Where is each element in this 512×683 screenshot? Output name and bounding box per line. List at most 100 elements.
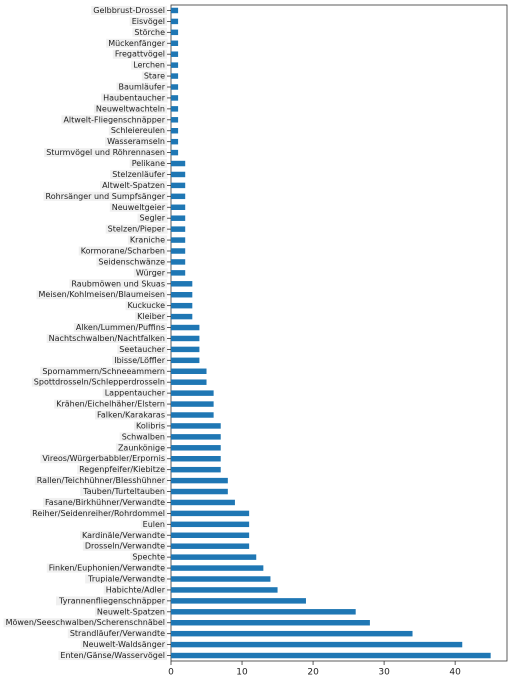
label-background xyxy=(129,16,167,26)
bar xyxy=(171,652,491,659)
y-tick-label: Baumläufer xyxy=(119,83,166,92)
y-tick-label: Tyrannenfliegenschnäpper xyxy=(58,596,166,605)
label-background xyxy=(115,443,168,453)
y-tick-label: Seetaucher xyxy=(119,345,165,354)
y-tick-label: Kormorane/Scharben xyxy=(81,247,165,256)
y-tick-label: Rohrsänger und Sumpfsänger xyxy=(46,192,166,201)
y-tick-label: Stelzen/Pieper xyxy=(108,225,166,234)
label-background xyxy=(56,596,168,606)
bar xyxy=(171,554,257,560)
label-background xyxy=(93,104,167,114)
y-tick-label: Stare xyxy=(144,72,165,81)
y-tick-label: Drosseln/Verwandte xyxy=(85,542,165,551)
y-tick-label: Lappentaucher xyxy=(105,389,166,398)
label-background xyxy=(100,180,167,190)
y-tick-label: Neuweltwachteln xyxy=(96,104,165,113)
bar xyxy=(171,543,250,549)
bar xyxy=(171,106,179,112)
bar xyxy=(171,270,186,276)
y-tick-label: Wasseramseln xyxy=(107,137,165,146)
label-background xyxy=(40,454,167,464)
y-tick-label: Kuckucke xyxy=(128,301,166,310)
x-tick-label: 30 xyxy=(378,668,390,678)
y-tick-label: Alken/Lummen/Puffins xyxy=(76,323,165,332)
label-background xyxy=(102,388,168,398)
bar xyxy=(171,7,179,14)
y-tick-label: Schwalben xyxy=(122,432,165,441)
bar xyxy=(171,346,200,353)
bar xyxy=(171,641,463,648)
label-background xyxy=(34,476,168,486)
bar xyxy=(171,587,278,593)
label-background xyxy=(101,93,168,103)
label-background xyxy=(110,169,168,179)
label-background xyxy=(105,137,167,147)
y-tick-label: Stelzenläufer xyxy=(112,170,165,179)
bar xyxy=(171,609,356,615)
bar xyxy=(171,466,221,473)
label-background xyxy=(61,115,168,125)
y-tick-label: Tauben/Turteltauben xyxy=(82,487,165,496)
y-tick-label: Altwelt-Spatzen xyxy=(102,181,165,190)
label-background xyxy=(40,366,167,376)
bar xyxy=(171,510,250,517)
x-tick-label: 20 xyxy=(307,668,319,678)
y-tick-label: Trupiale/Verwandte xyxy=(87,575,165,584)
y-tick-label: Eisvögel xyxy=(132,17,165,26)
label-background xyxy=(129,159,168,169)
label-background xyxy=(116,82,168,92)
label-background xyxy=(135,312,168,322)
bar xyxy=(171,598,306,604)
label-background xyxy=(91,5,167,15)
y-tick-label: Altwelt-Fliegenschnäpper xyxy=(63,115,165,124)
label-background xyxy=(36,290,167,300)
label-background xyxy=(96,257,168,267)
label-background xyxy=(137,213,168,223)
bar xyxy=(171,477,228,484)
y-tick-label: Sturmvögel und Röhrennasen xyxy=(46,148,165,157)
bar xyxy=(171,51,179,57)
label-background xyxy=(69,279,167,289)
bar xyxy=(171,149,179,156)
bar xyxy=(171,423,221,429)
label-background xyxy=(119,432,167,442)
y-tick-label: Kleiber xyxy=(137,312,166,321)
y-tick-label: Pelikane xyxy=(132,159,165,168)
bar xyxy=(171,412,214,418)
bar xyxy=(171,521,250,528)
y-tick-label: Habichte/Adler xyxy=(106,585,166,594)
label-background xyxy=(117,344,168,354)
y-tick-label: Meisen/Kohlmeisen/Blaumeisen xyxy=(38,290,165,299)
bar xyxy=(171,84,179,90)
label-background xyxy=(131,60,167,70)
y-tick-label: Krähen/Eichelhäher/Elstern xyxy=(56,400,165,409)
bar xyxy=(171,456,221,462)
y-tick-label: Spechte xyxy=(132,553,165,562)
bar xyxy=(171,565,264,571)
bar xyxy=(171,313,193,320)
label-background xyxy=(130,552,168,562)
bar xyxy=(171,160,186,167)
y-tick-label: Haubentaucher xyxy=(103,93,166,102)
label-background xyxy=(106,38,168,48)
bar xyxy=(171,259,186,265)
y-tick-label: Würger xyxy=(136,268,166,277)
bar xyxy=(171,292,193,298)
bar xyxy=(171,357,200,364)
y-tick-label: Eulen xyxy=(143,520,165,529)
label-background xyxy=(141,71,168,81)
bar xyxy=(171,335,200,342)
label-background xyxy=(134,421,167,431)
x-tick-label: 0 xyxy=(168,668,174,678)
y-tick-label: Neuweltgeier xyxy=(112,203,166,212)
bar xyxy=(171,576,271,582)
label-background xyxy=(46,333,167,343)
y-tick-label: Spornammern/Schneeammern xyxy=(42,367,165,376)
label-background xyxy=(109,202,168,212)
label-background xyxy=(77,465,168,475)
x-tick-label: 10 xyxy=(236,668,248,678)
bar xyxy=(171,281,193,287)
label-background xyxy=(80,530,168,540)
